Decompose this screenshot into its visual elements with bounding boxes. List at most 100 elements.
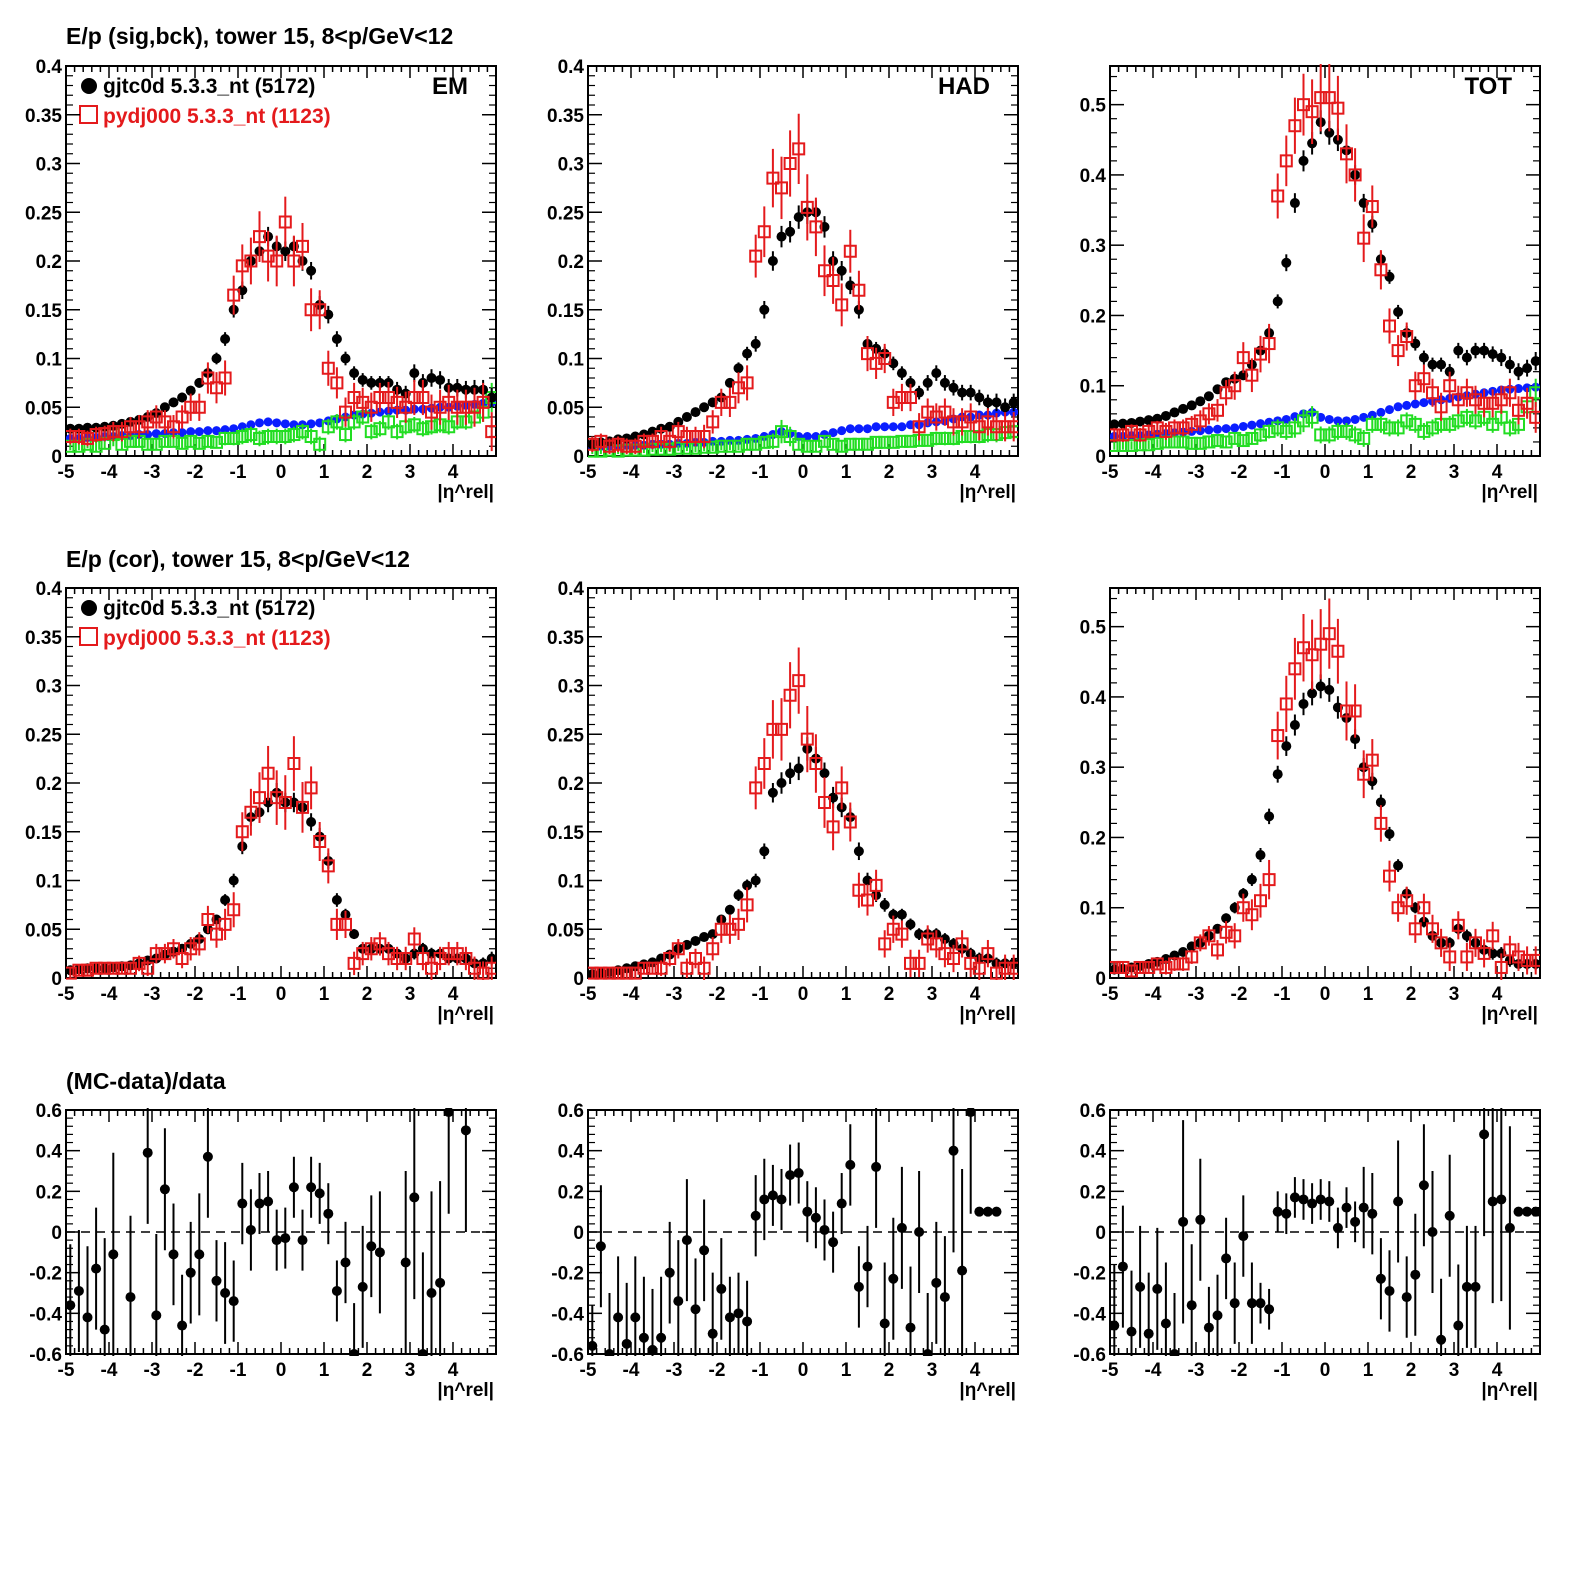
mc-point	[1142, 424, 1156, 439]
x-tick-label: -5	[580, 1360, 597, 1381]
data-point	[699, 402, 710, 413]
bck-data-marker	[1376, 407, 1386, 417]
ratio-point	[245, 1189, 256, 1271]
mc-marker	[1142, 960, 1156, 974]
mc-marker	[1007, 961, 1018, 975]
mc-marker	[809, 757, 823, 770]
ratio-point	[228, 1260, 239, 1342]
x-tick-label: 2	[362, 462, 373, 483]
bck_mc-point	[732, 439, 745, 453]
mc-point	[124, 417, 137, 437]
bck_mc-point	[1305, 406, 1319, 429]
y-tick-label: 0.2	[36, 774, 62, 795]
bck_data-point	[1230, 423, 1240, 433]
ratio-point	[73, 1229, 84, 1352]
data-marker	[681, 1235, 692, 1246]
legend-mc-label: pydj000 5.3.3_nt (1123)	[103, 105, 331, 128]
bck_mc-point	[253, 430, 266, 447]
data-marker	[220, 1288, 231, 1298]
mc-point	[330, 367, 344, 399]
bck-mc-marker	[1142, 438, 1156, 452]
mc-point	[1443, 942, 1457, 971]
bck-mc-marker	[1529, 386, 1540, 400]
chart-panel-r0c0: -5 -4 -3 -2 -1 0 1 2 3 4|η^rel| 0 0.05 0.1 0.15 0.2 0.2…	[25, 57, 497, 503]
bck-mc-marker	[1340, 424, 1353, 438]
mc-point	[485, 412, 496, 452]
bck-mc-marker	[792, 437, 806, 451]
ratio-point	[1461, 1225, 1472, 1348]
mc-marker	[1168, 421, 1181, 435]
mc-marker	[714, 922, 728, 936]
bck_mc-point	[416, 420, 430, 437]
data-marker	[1418, 352, 1429, 363]
mc-marker	[1331, 101, 1345, 115]
ratio-point	[888, 1217, 899, 1340]
x-tick-label: 3	[927, 984, 938, 1005]
bck-mc-marker	[141, 437, 155, 451]
x-axis-label: |η^rel|	[437, 1004, 494, 1025]
bck_mc-point	[921, 433, 935, 447]
series-mc	[588, 647, 1018, 980]
mc-marker	[321, 859, 335, 873]
bck_data-point	[837, 426, 847, 436]
y-tick-label: 0.6	[36, 1101, 62, 1122]
legend-data-label: gjtc0d 5.3.3_nt (5172)	[103, 75, 315, 98]
data-marker	[1461, 352, 1472, 363]
bck-mc-marker	[1443, 417, 1457, 431]
data-marker	[604, 1349, 615, 1356]
mc-point	[964, 403, 978, 431]
bck_data-point	[1402, 400, 1412, 410]
bck_data-point	[1376, 407, 1386, 417]
y-tick-label: 0	[573, 447, 584, 468]
data-marker	[1504, 359, 1515, 370]
mc-marker	[835, 781, 849, 795]
x-tick-label: 1	[319, 1360, 330, 1381]
mc-marker	[1408, 922, 1422, 936]
data-marker	[159, 1184, 170, 1195]
mc-point	[723, 387, 737, 417]
series-bck_mc	[1110, 378, 1540, 452]
legend-data-marker	[81, 600, 97, 616]
data-marker	[1453, 345, 1464, 356]
x-axis-label: |η^rel|	[1481, 1380, 1538, 1401]
ratio-point	[1436, 1278, 1447, 1356]
mc-marker	[1512, 403, 1525, 417]
bck-mc-marker	[382, 415, 395, 429]
x-tick-label: 0	[1320, 462, 1331, 483]
data-marker	[690, 407, 701, 418]
mc-point	[1477, 939, 1491, 968]
bck_mc-point	[878, 435, 892, 449]
mc-marker	[835, 298, 849, 312]
mc-point	[783, 130, 797, 197]
mc-marker	[749, 249, 763, 263]
data-layer	[588, 113, 1018, 458]
mc-point	[938, 398, 952, 426]
data-marker	[1255, 850, 1266, 861]
mc-point	[1193, 410, 1207, 432]
series-mc	[1110, 598, 1540, 980]
data-marker	[1281, 741, 1292, 752]
x-tick-label: -4	[1145, 984, 1162, 1005]
bck-mc-marker	[835, 439, 849, 453]
chart-panel-r2c0: -5 -4 -3 -2 -1 0 1 2 3 4|η^rel| -0.6 -0.4 -0.2 0 0.2 0.…	[29, 1101, 497, 1401]
ratio-point	[707, 1272, 718, 1356]
bck_data-point	[255, 418, 264, 428]
x-axis-label: |η^rel|	[437, 1380, 494, 1401]
mc-marker	[603, 966, 616, 980]
data-marker	[1000, 402, 1011, 413]
data-marker	[245, 1224, 256, 1235]
data-marker	[1436, 359, 1447, 370]
ratio-point	[1152, 1227, 1163, 1350]
x-tick-label: -3	[1188, 984, 1205, 1005]
mc-marker	[861, 347, 874, 361]
mc-point	[1477, 389, 1491, 418]
row-title-1: E/p (cor), tower 15, 8<p/GeV<12	[66, 546, 410, 572]
mc-marker	[1185, 950, 1199, 964]
data-marker	[1143, 1328, 1154, 1339]
data-marker	[1487, 1196, 1498, 1207]
ratio-point	[1186, 1244, 1197, 1356]
x-tick-label: -1	[1274, 462, 1291, 483]
ratio-point	[939, 1236, 950, 1356]
bck-mc-marker	[339, 428, 352, 442]
x-tick-label: -3	[1188, 1360, 1205, 1381]
